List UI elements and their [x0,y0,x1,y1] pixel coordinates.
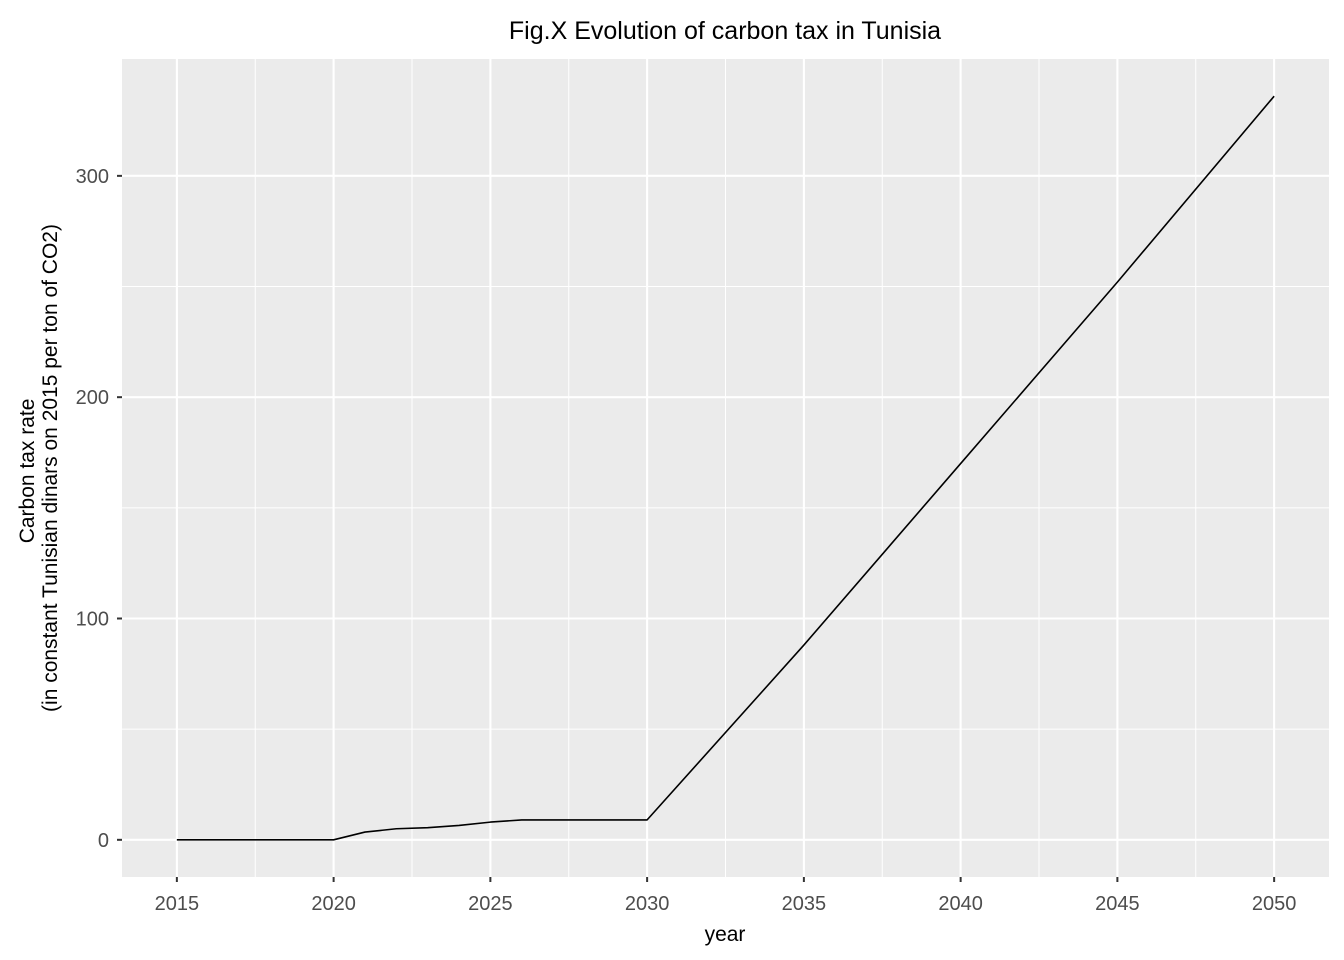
series-group [176,95,1275,841]
y-axis-title-line-2: (in constant Tunisian dinars on 2015 per… [39,224,62,712]
y-tick-label: 100 [76,608,109,630]
x-tick-label: 2020 [311,893,356,915]
major-gridlines-x [175,59,1276,877]
x-axis: 2015 2020 2025 2030 2035 2040 2045 2050 [155,877,1297,915]
y-tick-label: 200 [76,387,109,409]
series-line [176,95,1275,841]
x-tick-label: 2025 [468,893,513,915]
x-tick-label: 2040 [938,893,983,915]
x-axis-title: year [705,923,746,946]
y-tick-label: 0 [98,830,109,852]
x-tick-label: 2050 [1252,893,1297,915]
y-tick-label: 300 [76,166,109,188]
y-axis-title: Carbon tax rate (in constant Tunisian di… [16,224,62,712]
x-tick-label: 2035 [782,893,827,915]
y-axis: 0 100 200 300 [76,166,122,852]
y-axis-title-line-1: Carbon tax rate [16,399,39,544]
x-tick-label: 2045 [1095,893,1140,915]
x-tick-label: 2030 [625,893,670,915]
x-tick-label: 2015 [155,893,200,915]
chart-title: Fig.X Evolution of carbon tax in Tunisia [509,17,941,45]
minor-gridlines-x [254,59,1197,877]
